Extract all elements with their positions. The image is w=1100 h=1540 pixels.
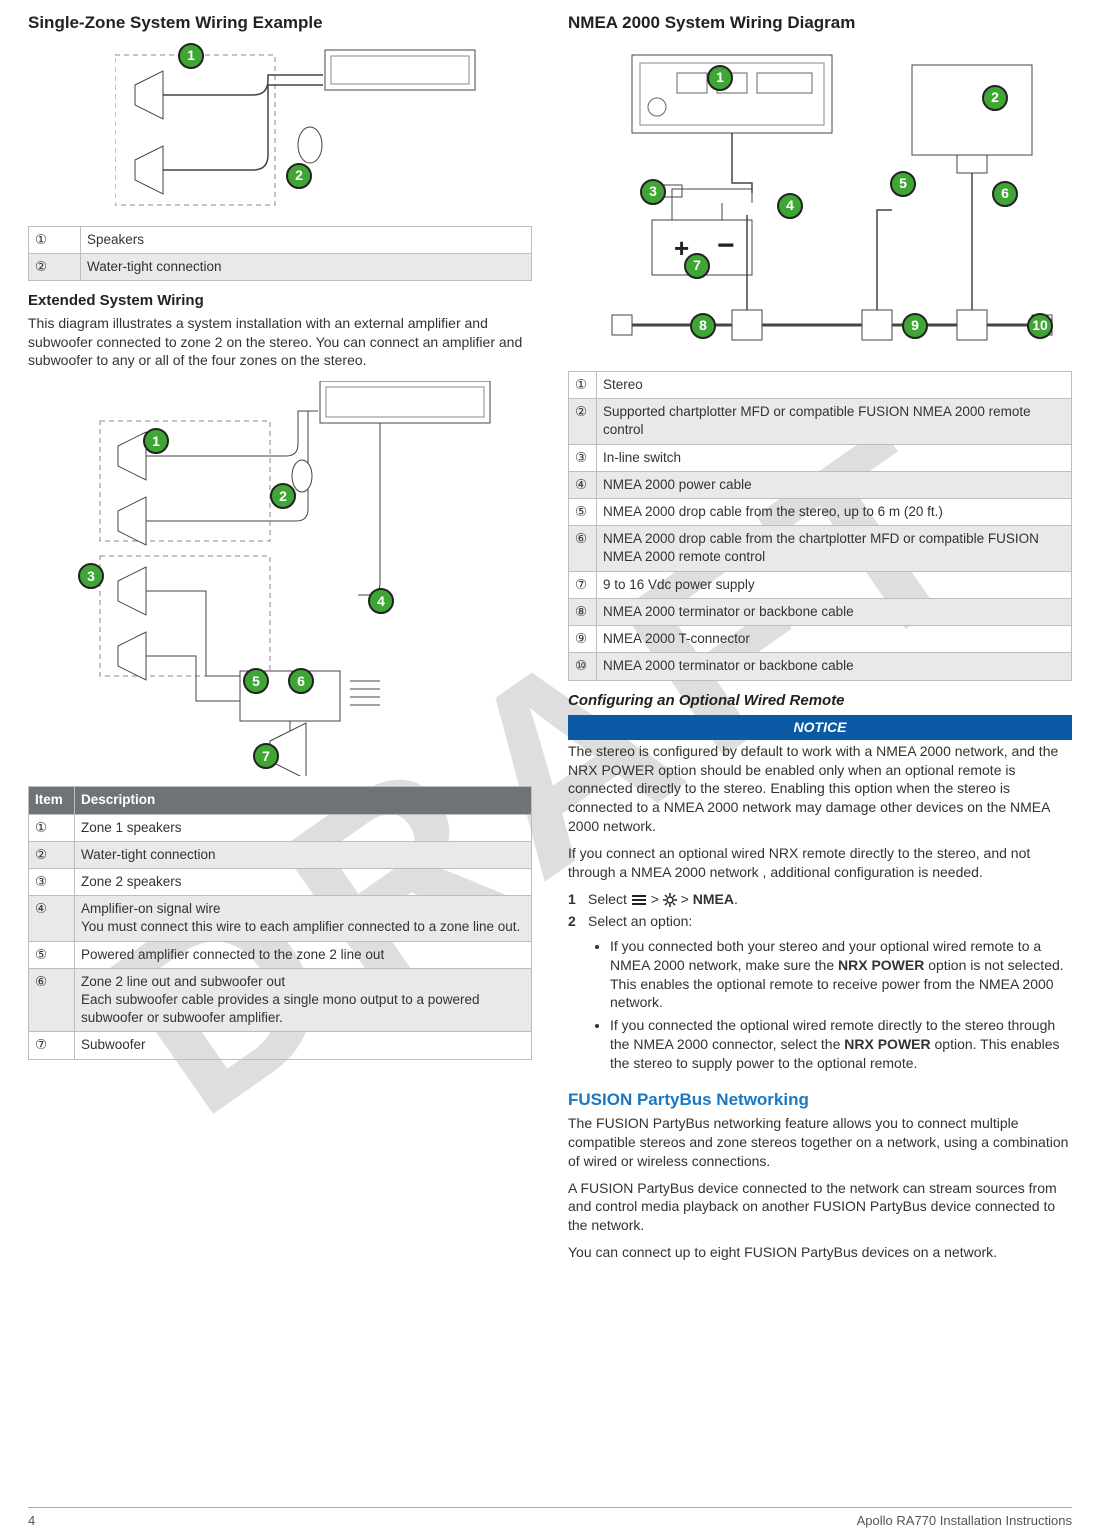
heading-partybus: FUSION PartyBus Networking: [568, 1089, 1072, 1112]
th-desc: Description: [75, 787, 532, 814]
cell-n: ③: [569, 444, 597, 471]
partybus-p2: A FUSION PartyBus device connected to th…: [568, 1179, 1072, 1236]
step-number: 2: [568, 912, 588, 931]
cell-n: ⑤: [569, 499, 597, 526]
cell-d: NMEA 2000 terminator or backbone cable: [597, 653, 1072, 680]
cell-n: ⑩: [569, 653, 597, 680]
cell-n: ①: [569, 371, 597, 398]
callout-2: 2: [982, 85, 1008, 111]
extended-table: ItemDescription ①Zone 1 speakers ②Water-…: [28, 786, 532, 1059]
txt: >: [681, 891, 693, 907]
cell-d: NMEA 2000 drop cable from the chartplott…: [597, 526, 1072, 571]
menu-icon: [631, 894, 647, 906]
cell-n: ⑧: [569, 598, 597, 625]
txt-bold: NMEA: [693, 891, 734, 907]
columns: Single-Zone System Wiring Example 1: [28, 12, 1072, 1270]
txt-bold: NRX POWER: [838, 957, 924, 973]
nmea-table: ①Stereo ②Supported chartplotter MFD or c…: [568, 371, 1072, 681]
cell-d: Water-tight connection: [81, 254, 532, 281]
cell-n: ①: [35, 232, 47, 247]
cell-d: Zone 1 speakers: [75, 814, 532, 841]
cell-n: ③: [29, 868, 75, 895]
callout-1: 1: [707, 65, 733, 91]
step-2-text: Select an option:: [588, 912, 692, 931]
cell-n: ⑤: [29, 941, 75, 968]
callout-2: 2: [286, 163, 312, 189]
gear-icon: [663, 893, 677, 907]
page-number: 4: [28, 1512, 35, 1530]
cell-n: ①: [29, 814, 75, 841]
th-item: Item: [29, 787, 75, 814]
cell-n: ②: [29, 841, 75, 868]
step-1-text: Select > > NMEA.: [588, 890, 738, 909]
cell-d: Subwoofer: [75, 1032, 532, 1059]
conf-intro: If you connect an optional wired NRX rem…: [568, 844, 1072, 882]
notice-body: The stereo is configured by default to w…: [568, 742, 1072, 836]
callout-9: 9: [902, 313, 928, 339]
heading-extended: Extended System Wiring: [28, 291, 532, 311]
txt-bold: NRX POWER: [844, 1036, 930, 1052]
cell-d: NMEA 2000 T-connector: [597, 626, 1072, 653]
cell-n: ⑦: [29, 1032, 75, 1059]
callout-1: 1: [178, 43, 204, 69]
callout-5: 5: [890, 171, 916, 197]
heading-single-zone: Single-Zone System Wiring Example: [28, 12, 532, 35]
cell-d: Zone 2 speakers: [75, 868, 532, 895]
cell-d: Stereo: [597, 371, 1072, 398]
cell-d: NMEA 2000 terminator or backbone cable: [597, 598, 1072, 625]
cell-d: Supported chartplotter MFD or compatible…: [597, 399, 1072, 444]
cell-n: ④: [569, 471, 597, 498]
nmea-diagram: + −: [592, 43, 1072, 363]
single-zone-svg: [115, 45, 495, 215]
cell-d: Powered amplifier connected to the zone …: [75, 941, 532, 968]
step-2: 2 Select an option:: [568, 912, 1072, 931]
step-1: 1 Select > > NMEA.: [568, 890, 1072, 909]
cell-d: Amplifier-on signal wire You must connec…: [75, 896, 532, 941]
cell-n: ⑥: [29, 968, 75, 1032]
partybus-p1: The FUSION PartyBus networking feature a…: [568, 1114, 1072, 1171]
callout-4: 4: [777, 193, 803, 219]
bullet-2: If you connected the optional wired remo…: [610, 1016, 1072, 1073]
heading-configuring: Configuring an Optional Wired Remote: [568, 691, 1072, 711]
extended-intro: This diagram illustrates a system instal…: [28, 314, 532, 371]
left-column: Single-Zone System Wiring Example 1: [28, 12, 532, 1270]
page-footer: 4 Apollo RA770 Installation Instructions: [28, 1507, 1072, 1530]
bullet-1: If you connected both your stereo and yo…: [610, 937, 1072, 1013]
callout-10: 10: [1027, 313, 1053, 339]
txt: >: [651, 891, 663, 907]
cell-d: 9 to 16 Vdc power supply: [597, 571, 1072, 598]
single-zone-diagram: 1 2: [78, 43, 532, 218]
cell-n: ⑥: [569, 526, 597, 571]
heading-nmea: NMEA 2000 System Wiring Diagram: [568, 12, 1072, 35]
callout-6: 6: [992, 181, 1018, 207]
cell-n: ②: [569, 399, 597, 444]
cell-n: ④: [29, 896, 75, 941]
cell-d: Zone 2 line out and subwoofer out Each s…: [75, 968, 532, 1032]
cell-n: ⑦: [569, 571, 597, 598]
cell-d: Speakers: [81, 226, 532, 253]
cell-d: In-line switch: [597, 444, 1072, 471]
cell-n: ②: [35, 259, 47, 274]
callout-7: 7: [684, 253, 710, 279]
cell-d: Water-tight connection: [75, 841, 532, 868]
cell-d: NMEA 2000 drop cable from the stereo, up…: [597, 499, 1072, 526]
steps-list: 1 Select > > NMEA. 2 Select an option:: [568, 890, 1072, 931]
txt: .: [734, 891, 738, 907]
cell-n: ⑨: [569, 626, 597, 653]
notice-bar: NOTICE: [568, 715, 1072, 740]
single-zone-table: ① Speakers ② Water-tight connection: [28, 226, 532, 281]
option-bullets: If you connected both your stereo and yo…: [610, 937, 1072, 1073]
callout-8: 8: [690, 313, 716, 339]
right-column: NMEA 2000 System Wiring Diagram + −: [568, 12, 1072, 1270]
step-number: 1: [568, 890, 588, 909]
extended-svg: [70, 381, 510, 776]
callout-3: 3: [640, 179, 666, 205]
doc-title: Apollo RA770 Installation Instructions: [857, 1512, 1072, 1530]
cell-d: NMEA 2000 power cable: [597, 471, 1072, 498]
svg-text:−: −: [717, 229, 735, 262]
extended-diagram: 1 2 3 4 5 6 7: [48, 378, 532, 778]
txt: Select: [588, 891, 631, 907]
partybus-p3: You can connect up to eight FUSION Party…: [568, 1243, 1072, 1262]
